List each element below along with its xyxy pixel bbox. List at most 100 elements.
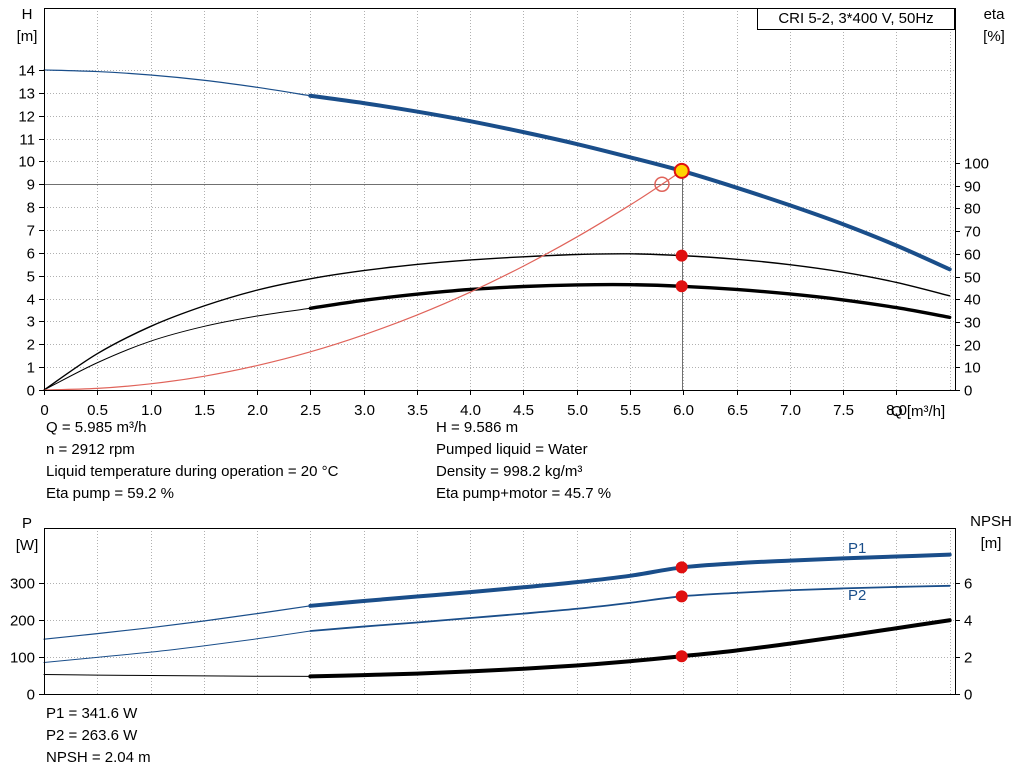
svg-text:5.5: 5.5 [620, 402, 641, 419]
svg-text:70: 70 [964, 224, 981, 241]
hq-curve-lead [43, 69, 311, 97]
eta-pump-motor-lead [43, 307, 311, 391]
svg-text:5.0: 5.0 [567, 402, 588, 419]
eta-axis-label: eta [%] [970, 4, 1018, 48]
svg-text:100: 100 [964, 156, 989, 173]
npsh-axis-unit: [m] [980, 535, 1002, 552]
svg-text:7: 7 [27, 223, 35, 240]
eta-pump-motor-marker [675, 280, 688, 293]
svg-text:200: 200 [10, 613, 35, 630]
p2-marker [675, 590, 688, 603]
svg-text:0: 0 [964, 383, 972, 400]
svg-text:100: 100 [10, 650, 35, 667]
eta-axis-symbol: eta [983, 6, 1005, 23]
qh-tick-labels: 0123456789101112131401020304050607080901… [18, 63, 989, 420]
svg-text:3.5: 3.5 [407, 402, 428, 419]
info-speed: n = 2912 rpm [46, 441, 135, 458]
duty-info-right: H = 9.586 m Pumped liquid = Water Densit… [436, 417, 611, 505]
svg-text:4.5: 4.5 [513, 402, 534, 419]
head-axis-label: H [m] [6, 4, 48, 48]
svg-text:1.5: 1.5 [194, 402, 215, 419]
eta-axis-unit: [%] [983, 28, 1005, 45]
svg-text:2: 2 [27, 337, 35, 354]
svg-text:9: 9 [27, 177, 35, 194]
svg-text:80: 80 [964, 201, 981, 218]
svg-text:4: 4 [964, 613, 972, 630]
svg-text:3.0: 3.0 [354, 402, 375, 419]
svg-text:0: 0 [27, 383, 35, 400]
svg-text:50: 50 [964, 270, 981, 287]
info-p2: P2 = 263.6 W [46, 727, 138, 744]
svg-text:12: 12 [18, 109, 35, 126]
svg-text:0.5: 0.5 [87, 402, 108, 419]
power-chart: 0 100 200 300 0 2 4 6 [10, 528, 972, 704]
svg-text:300: 300 [10, 576, 35, 593]
power-frame [44, 528, 956, 695]
svg-text:6.5: 6.5 [727, 402, 748, 419]
npsh-marker [675, 650, 688, 663]
svg-text:6: 6 [27, 246, 35, 263]
svg-text:40: 40 [964, 292, 981, 309]
p2-curve [309, 584, 951, 632]
system-curve [43, 170, 683, 391]
svg-text:11: 11 [19, 132, 35, 149]
svg-text:1.0: 1.0 [141, 402, 162, 419]
p1-curve-lead [43, 605, 311, 640]
svg-text:4: 4 [27, 292, 35, 309]
head-axis-symbol: H [21, 6, 33, 23]
p2-curve-label: P2 [848, 587, 867, 604]
p1-marker [675, 561, 688, 574]
svg-text:0: 0 [40, 402, 48, 419]
info-head: H = 9.586 m [436, 419, 519, 436]
qh-chart: 0123456789101112131401020304050607080901… [18, 8, 989, 419]
info-pumped-liquid: Pumped liquid = Water [436, 441, 588, 458]
requested-duty-marker [654, 176, 670, 193]
head-axis-unit: [m] [16, 28, 38, 45]
svg-text:20: 20 [964, 338, 981, 355]
power-info: P1 = 341.6 W P2 = 263.6 W NPSH = 2.04 m [46, 703, 151, 769]
svg-text:90: 90 [964, 179, 981, 196]
svg-text:30: 30 [964, 315, 981, 332]
hq-curve-main [308, 93, 952, 272]
svg-text:10: 10 [18, 154, 35, 171]
info-npsh: NPSH = 2.04 m [46, 749, 151, 766]
svg-text:4.0: 4.0 [460, 402, 481, 419]
svg-text:6: 6 [964, 576, 972, 593]
duty-info-left: Q = 5.985 m³/h n = 2912 rpm Liquid tempe… [46, 417, 338, 505]
info-liquid-temperature: Liquid temperature during operation = 20… [46, 463, 339, 480]
p1-curve [308, 552, 952, 608]
npsh-curve [308, 618, 952, 679]
info-density: Density = 998.2 kg/m³ [436, 463, 583, 480]
info-p1: P1 = 341.6 W [46, 705, 138, 722]
flow-axis-label: Q [m³/h] [891, 403, 946, 420]
svg-text:8.0: 8.0 [886, 402, 907, 419]
svg-text:10: 10 [964, 360, 981, 377]
npsh-curve-lead [43, 674, 311, 677]
power-tick-labels: 0 100 200 300 0 2 4 6 [10, 576, 972, 704]
qh-grid [44, 8, 955, 391]
svg-text:14: 14 [18, 63, 35, 80]
eta-pump-marker [675, 249, 688, 262]
power-axis-symbol: P [21, 515, 32, 532]
svg-text:0: 0 [964, 687, 972, 704]
p2-curve-lead [43, 630, 311, 664]
power-axis-unit: [W] [15, 537, 39, 554]
svg-text:13: 13 [18, 86, 35, 103]
svg-text:0: 0 [27, 687, 35, 704]
pump-model-title: CRI 5-2, 3*400 V, 50Hz [757, 8, 955, 30]
operating-point-marker [673, 162, 690, 179]
svg-text:1: 1 [27, 360, 35, 377]
eta-pump-curve [43, 253, 951, 391]
svg-text:8: 8 [27, 200, 35, 217]
npsh-axis-symbol: NPSH [970, 513, 1012, 530]
power-axis-label: P [W] [6, 513, 48, 557]
npsh-axis-label: NPSH [m] [960, 511, 1022, 555]
svg-text:3: 3 [27, 314, 35, 331]
qh-frame [44, 8, 956, 391]
svg-text:7.0: 7.0 [780, 402, 801, 419]
info-eta-pump-motor: Eta pump+motor = 45.7 % [436, 485, 612, 502]
svg-text:2.5: 2.5 [300, 402, 321, 419]
svg-text:2.0: 2.0 [247, 402, 268, 419]
